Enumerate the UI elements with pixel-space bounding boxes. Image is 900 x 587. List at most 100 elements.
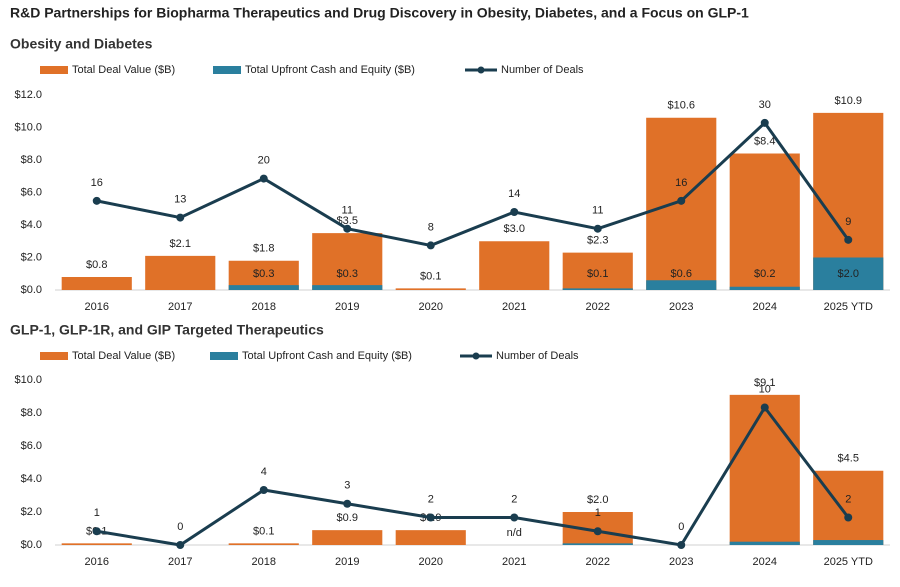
bar xyxy=(562,252,633,290)
data-label: $2.0 xyxy=(838,268,859,280)
bar xyxy=(61,277,132,290)
line-marker xyxy=(677,541,686,549)
line-marker xyxy=(92,527,101,536)
legend-label: Number of Deals xyxy=(496,350,579,362)
line xyxy=(96,404,850,547)
data-label: 11 xyxy=(592,205,603,217)
data-label: $0.6 xyxy=(671,268,692,280)
data-label: $0.3 xyxy=(253,268,274,280)
y-tick-label: $2.0 xyxy=(21,506,42,518)
legend-label: Total Upfront Cash and Equity ($B) xyxy=(245,64,415,76)
x-tick-label: 2018 xyxy=(252,301,276,313)
y-tick-label: $10.0 xyxy=(14,121,42,133)
x-tick-label: 2017 xyxy=(168,301,192,313)
legend-swatch xyxy=(213,66,241,74)
data-label: $1.8 xyxy=(253,243,274,255)
line xyxy=(96,120,850,247)
data-label: $10.6 xyxy=(667,100,695,112)
bar xyxy=(813,540,884,545)
y-tick-label: $4.0 xyxy=(21,219,42,231)
bar xyxy=(228,285,299,290)
line-marker xyxy=(844,513,853,522)
legend-swatch xyxy=(477,66,485,74)
data-label: n/d xyxy=(507,527,522,539)
line-marker xyxy=(92,196,101,205)
x-tick-label: 2025 YTD xyxy=(824,556,873,568)
x-tick-label: 2016 xyxy=(85,556,109,568)
data-label: $0.1 xyxy=(253,525,274,537)
x-tick-label: 2017 xyxy=(168,556,192,568)
data-label: $3.0 xyxy=(504,223,525,235)
data-label: 16 xyxy=(675,177,687,189)
bar xyxy=(395,288,466,290)
line-marker xyxy=(176,541,185,549)
line-marker xyxy=(760,118,769,127)
data-label: 0 xyxy=(177,521,183,533)
bar xyxy=(562,543,633,545)
data-label: 3 xyxy=(344,480,350,492)
data-label: 1 xyxy=(595,507,601,519)
data-label: $9.1 xyxy=(754,377,775,389)
legend-label: Total Deal Value ($B) xyxy=(72,64,175,76)
data-label: 4 xyxy=(261,466,267,478)
data-label: 30 xyxy=(759,99,771,111)
x-tick-label: 2020 xyxy=(419,301,443,313)
line-marker xyxy=(426,513,435,522)
data-label: 2 xyxy=(428,493,434,505)
line-marker xyxy=(176,213,185,222)
x-tick-label: 2020 xyxy=(419,556,443,568)
legend-swatch xyxy=(40,66,68,74)
legend-swatch xyxy=(210,352,238,360)
x-tick-label: 2016 xyxy=(85,301,109,313)
data-label: $0.9 xyxy=(337,512,358,524)
bar xyxy=(61,543,132,545)
bar xyxy=(228,543,299,545)
data-label: $0.8 xyxy=(86,259,107,271)
chart-subtitle: GLP-1, GLP-1R, and GIP Targeted Therapeu… xyxy=(10,322,324,338)
y-tick-label: $10.0 xyxy=(14,374,42,386)
bar xyxy=(729,286,800,290)
x-tick-label: 2023 xyxy=(669,556,693,568)
y-tick-label: $2.0 xyxy=(21,251,42,263)
line-marker xyxy=(677,196,686,205)
data-label: 11 xyxy=(342,205,353,217)
data-label: 0 xyxy=(678,521,684,533)
data-label: 13 xyxy=(174,193,186,205)
bar xyxy=(312,285,383,290)
line-marker xyxy=(259,486,268,494)
legend-label: Total Upfront Cash and Equity ($B) xyxy=(242,350,412,362)
legend-label: Number of Deals xyxy=(501,64,584,76)
y-tick-label: $6.0 xyxy=(21,186,42,198)
data-label: 8 xyxy=(428,221,434,233)
bar xyxy=(729,394,800,545)
line-marker xyxy=(259,174,268,183)
x-tick-label: 2024 xyxy=(753,301,777,313)
x-tick-label: 2021 xyxy=(502,301,526,313)
data-label: $0.1 xyxy=(587,268,608,280)
line-marker xyxy=(593,527,602,536)
x-tick-label: 2024 xyxy=(753,556,777,568)
x-tick-label: 2025 YTD xyxy=(824,301,873,313)
bar xyxy=(813,257,884,290)
line-marker xyxy=(844,235,853,244)
legend-swatch xyxy=(472,352,480,360)
data-label: 14 xyxy=(508,188,520,200)
data-label: 16 xyxy=(91,177,103,189)
line-marker xyxy=(343,499,352,508)
x-tick-label: 2023 xyxy=(669,301,693,313)
data-label: $2.0 xyxy=(587,494,608,506)
data-label: 2 xyxy=(511,493,517,505)
data-label: $8.4 xyxy=(754,135,775,147)
data-label: $4.5 xyxy=(838,453,859,465)
y-tick-label: $0.0 xyxy=(21,284,42,296)
data-label: $0.1 xyxy=(420,270,441,282)
x-tick-label: 2018 xyxy=(252,556,276,568)
y-tick-label: $0.0 xyxy=(21,539,42,551)
bar xyxy=(479,241,550,290)
x-tick-label: 2022 xyxy=(586,556,610,568)
bar xyxy=(312,233,383,290)
y-tick-label: $6.0 xyxy=(21,440,42,452)
chart-subtitle: Obesity and Diabetes xyxy=(10,36,153,52)
bar xyxy=(395,530,466,545)
